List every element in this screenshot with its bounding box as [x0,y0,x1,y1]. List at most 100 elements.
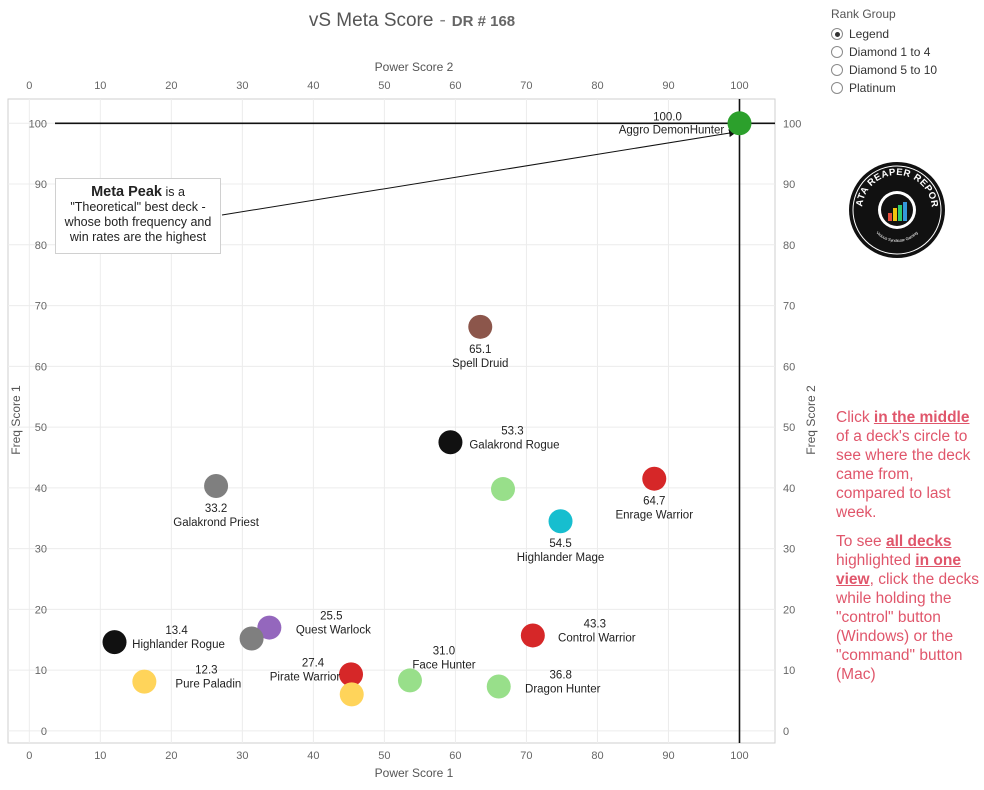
y2-tick-label: 10 [783,665,795,677]
deck-point[interactable] [102,630,127,655]
y2-tick-label: 40 [783,483,795,495]
deck-point[interactable] [520,623,545,648]
instructions-paragraph-1: Click in the middle of a deck's circle t… [836,408,982,522]
deck-name-label: Pirate Warrior [270,671,341,683]
y2-tick-label: 100 [783,118,801,130]
x-tick-label: 80 [591,750,603,762]
deck-point[interactable] [397,668,422,693]
chart-title: vS Meta Score - DR # 168 [0,10,824,32]
y2-tick-label: 30 [783,544,795,556]
y-axis-title-right: Freq Score 2 [804,385,818,455]
data-reaper-logo-icon: DATA REAPER REPORT Vicious Syndicate Gam… [848,161,945,258]
deck-name-label: Galakrond Priest [173,517,259,529]
y2-tick-label: 80 [783,240,795,252]
rank-option-label: Platinum [849,81,896,95]
deck-score-label: 43.3 [584,618,606,630]
deck-point[interactable] [204,474,229,499]
y2-tick-label: 0 [783,726,789,738]
y-tick-label: 50 [35,422,47,434]
x2-tick-label: 0 [26,80,32,92]
x-tick-label: 100 [730,750,748,762]
instructions-emphasis: in the middle [873,409,970,426]
rank-option-legend[interactable]: Legend [831,25,937,43]
deck-point[interactable] [490,477,515,502]
deck-score-label: 100.0 [653,111,682,123]
radio-icon[interactable] [831,46,843,58]
rank-option-diamond-5-10[interactable]: Diamond 5 to 10 [831,61,937,79]
instructions-text: To see [836,533,886,550]
x2-tick-label: 50 [378,80,390,92]
deck-score-label: 54.5 [549,538,571,550]
radio-icon[interactable] [831,82,843,94]
instructions-text: of a deck's circle to see where the deck… [836,428,971,521]
deck-point[interactable] [468,314,493,339]
y-axis-title-left: Freq Score 1 [9,385,23,455]
deck-name-label: Face Hunter [412,659,475,671]
rank-option-label: Diamond 1 to 4 [849,45,931,59]
rank-option-label: Diamond 5 to 10 [849,63,938,77]
rank-option-platinum[interactable]: Platinum [831,79,937,97]
y-tick-label: 30 [35,544,47,556]
instructions-text: , click the decks while holding the "con… [836,571,980,683]
deck-name-label: Galakrond Rogue [469,439,559,451]
axis-layer: 0 0 10 10 20 20 30 30 40 40 50 50 60 60 70 70 80 80 90 90 10… [26,80,801,762]
deck-point[interactable] [239,626,264,651]
y-tick-label: 20 [35,604,47,616]
x-tick-label: 60 [449,750,461,762]
deck-score-label: 53.3 [501,425,523,437]
annotation-text-3: whose both frequency and [64,215,212,229]
deck-point[interactable] [257,615,282,640]
y2-tick-label: 90 [783,179,795,191]
chart-title-separator: - [439,10,446,31]
instructions-emphasis: in one view [836,552,961,588]
deck-score-label: 12.3 [195,665,217,677]
y-tick-label: 80 [35,240,47,252]
deck-score-label: 31.0 [433,645,455,657]
x-tick-label: 10 [94,750,106,762]
annotation-strong: Meta Peak [91,184,162,200]
rank-option-diamond-1-4[interactable]: Diamond 1 to 4 [831,43,937,61]
reference-lines [55,99,775,743]
x-tick-label: 30 [236,750,248,762]
annotation-text-2: "Theoretical" best deck - [70,200,206,214]
x2-tick-label: 70 [520,80,532,92]
deck-name-label: Spell Druid [452,358,508,370]
deck-point[interactable] [132,669,157,694]
deck-name-label: Pure Paladin [175,679,241,691]
x2-tick-label: 90 [662,80,674,92]
deck-point[interactable] [339,682,364,707]
chart-title-sub: DR # 168 [451,13,516,30]
chart-title-main: vS Meta Score [308,10,434,31]
y-tick-label: 70 [35,301,47,313]
deck-name-label: Aggro DemonHunter [619,124,725,136]
radio-selected-icon[interactable] [831,28,843,40]
deck-point[interactable] [727,111,752,136]
radio-icon[interactable] [831,64,843,76]
deck-score-label: 25.5 [320,611,342,623]
y-tick-label: 10 [35,665,47,677]
x2-tick-label: 60 [449,80,461,92]
deck-point[interactable] [642,466,667,491]
plot-frame [7,98,776,744]
deck-score-label: 13.4 [165,625,188,637]
meta-peak-annotation: Meta Peak is a "Theoretical" best deck -… [55,178,221,254]
x2-tick-label: 20 [165,80,177,92]
x-tick-label: 40 [307,750,319,762]
rank-option-label: Legend [849,27,890,41]
deck-name-label: Highlander Mage [517,552,605,564]
deck-name-label: Dragon Hunter [525,683,601,695]
deck-score-label: 64.7 [643,496,665,508]
rank-group-title: Rank Group [831,7,896,21]
x-axis-title-top: Power Score 2 [375,60,454,74]
deck-point[interactable] [548,509,573,534]
deck-point[interactable] [339,662,364,687]
annotation-text-4: win rates are the highest [69,230,207,244]
instructions-text: highlighted [836,552,916,569]
x-tick-label: 50 [378,750,390,762]
annotation-text-1: is a [162,185,185,199]
x2-tick-label: 100 [730,80,748,92]
y-tick-label: 60 [35,361,47,373]
deck-point[interactable] [438,430,463,455]
deck-point[interactable] [486,674,511,699]
